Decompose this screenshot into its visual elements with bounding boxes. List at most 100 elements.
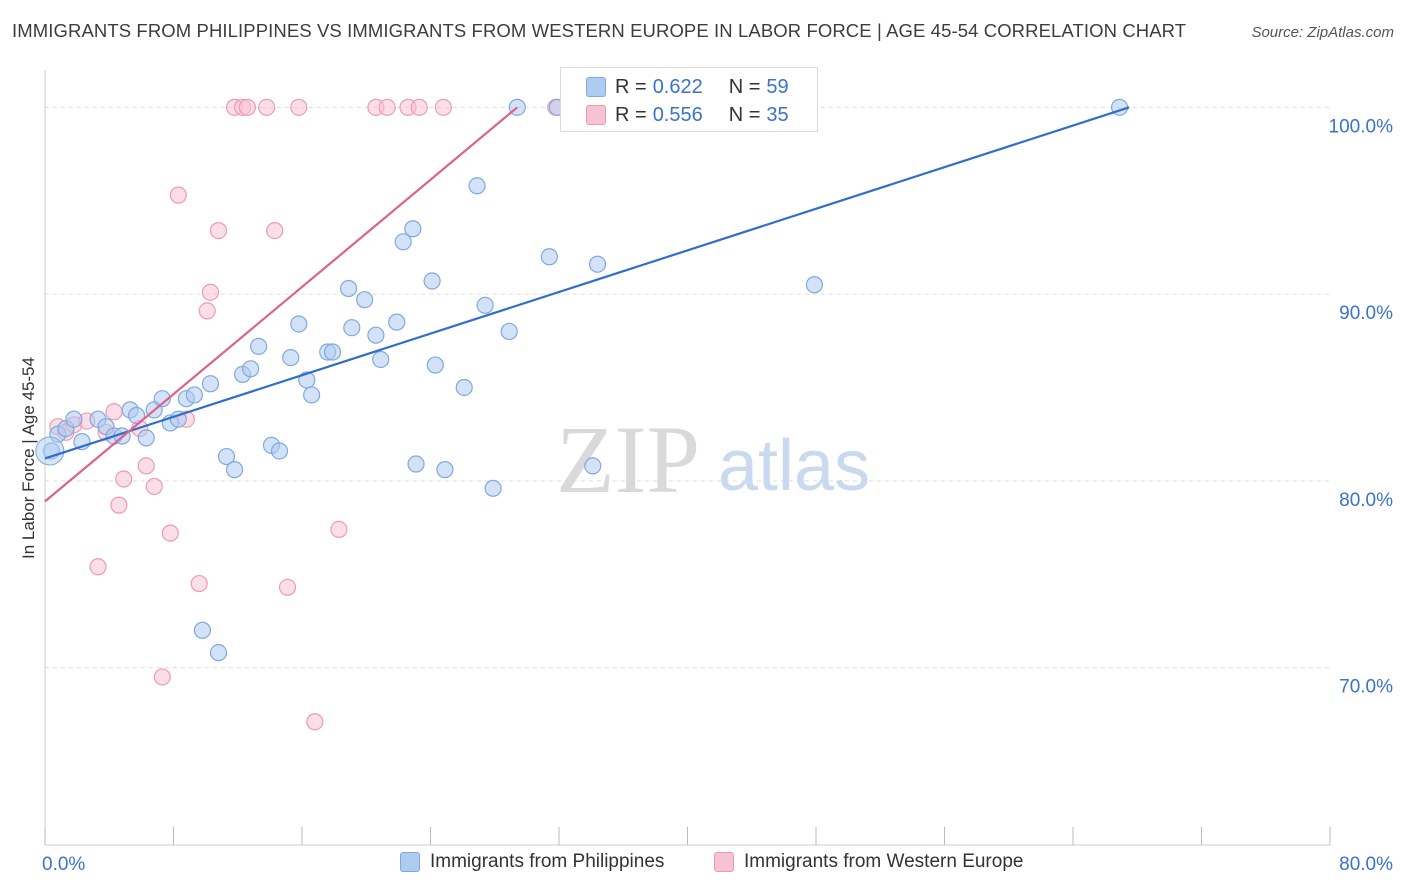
- blue-point: [65, 410, 83, 428]
- blue-point: [127, 406, 146, 425]
- y-tick-label: 70.0%: [1339, 677, 1393, 698]
- blue-point: [367, 326, 385, 344]
- blue-point: [153, 390, 171, 408]
- blue-point: [423, 272, 441, 290]
- blue-point: [282, 348, 300, 367]
- source-credit: Source: ZipAtlas.com: [1251, 24, 1394, 41]
- blue-point: [217, 447, 236, 466]
- pink-point: [153, 668, 171, 686]
- r-value-pink: 0.556: [652, 103, 703, 126]
- blue-point: [540, 248, 558, 266]
- blue-point: [584, 457, 602, 475]
- r-value-blue: 0.622: [652, 75, 703, 98]
- blue-trend-line: [44, 106, 1130, 460]
- blue-point: [225, 461, 244, 479]
- blue-point: [468, 177, 486, 195]
- pink-swatch: [586, 105, 606, 125]
- legend-label-philippines: Immigrants from Philippines: [430, 851, 665, 872]
- pink-point: [209, 222, 228, 240]
- tick-labels: 70.0% 80.0% 90.0% 100.0% 0.0% 80.0%: [42, 116, 1393, 875]
- pink-point: [137, 457, 155, 475]
- x-tick-label: 0.0%: [42, 854, 85, 875]
- pink-point: [330, 520, 348, 538]
- pink-point: [434, 98, 452, 116]
- blue-point: [242, 360, 260, 378]
- blue-point: [185, 386, 203, 404]
- blue-point: [137, 429, 155, 447]
- n-label: N =: [728, 103, 761, 126]
- pink-point: [201, 283, 220, 301]
- blue-point: [343, 319, 361, 337]
- chart-title: IMMIGRANTS FROM PHILIPPINES VS IMMIGRANT…: [12, 20, 1187, 41]
- pink-point: [161, 524, 179, 542]
- pink-point: [105, 403, 123, 421]
- legend-label-western-europe: Immigrants from Western Europe: [744, 851, 1024, 872]
- pink-point: [410, 98, 428, 116]
- pink-point: [258, 98, 276, 116]
- watermark: ZIP atlas: [556, 406, 870, 513]
- legend-item-western-europe[interactable]: Immigrants from Western Europe: [714, 851, 1023, 873]
- bottom-legend: Immigrants from Philippines Immigrants f…: [0, 851, 1406, 879]
- pink-point: [89, 558, 107, 576]
- blue-point: [35, 436, 65, 466]
- n-value-pink: 35: [766, 103, 789, 126]
- r-label: R =: [615, 75, 647, 98]
- blue-swatch: [400, 852, 420, 872]
- blue-point: [404, 220, 422, 238]
- blue-point: [407, 455, 425, 473]
- pink-point: [306, 713, 324, 731]
- pink-point: [198, 302, 216, 320]
- correlation-row-pink: R = 0.556 N = 35: [586, 101, 789, 129]
- pink-swatch: [714, 852, 734, 872]
- blue-swatch: [586, 77, 606, 97]
- blue-point: [436, 461, 454, 479]
- x-tick-label: 80.0%: [1339, 854, 1393, 875]
- pink-trend-line: [44, 106, 518, 503]
- blue-point: [303, 386, 321, 404]
- blue-point: [323, 343, 342, 361]
- n-label: N =: [728, 75, 761, 98]
- y-tick-label: 100.0%: [1329, 116, 1394, 137]
- pink-point: [190, 574, 208, 593]
- blue-point: [169, 410, 187, 428]
- correlation-row-blue: R = 0.622 N = 59: [586, 73, 789, 101]
- blue-point: [201, 375, 220, 393]
- blue-point: [193, 621, 212, 639]
- pink-point: [110, 496, 128, 514]
- r-label: R =: [615, 103, 647, 126]
- trend-lines: [44, 106, 1130, 503]
- y-tick-label: 80.0%: [1339, 490, 1393, 511]
- blue-point: [356, 291, 374, 309]
- blue-point: [455, 378, 473, 397]
- pink-point: [145, 477, 163, 496]
- blue-point: [372, 350, 390, 369]
- blue-point: [484, 479, 502, 497]
- pink-point: [278, 578, 297, 596]
- pink-point: [115, 470, 133, 488]
- blue-point: [476, 296, 494, 314]
- pink-point: [290, 98, 308, 116]
- pink-point: [266, 222, 284, 240]
- blue-point: [290, 315, 308, 333]
- blue-point: [426, 356, 444, 374]
- blue-point: [339, 279, 358, 298]
- grid-lines: [45, 106, 1330, 669]
- y-axis-label: In Labor Force | Age 45-54: [19, 357, 38, 559]
- watermark-zip: ZIP: [556, 406, 700, 513]
- blue-point: [805, 276, 823, 294]
- blue-point: [388, 313, 406, 331]
- y-tick-label: 90.0%: [1339, 303, 1393, 324]
- blue-point: [588, 255, 607, 273]
- n-value-blue: 59: [766, 75, 789, 98]
- blue-point: [270, 442, 289, 460]
- blue-point: [250, 337, 268, 355]
- blue-point: [209, 644, 228, 662]
- legend-item-philippines[interactable]: Immigrants from Philippines: [400, 851, 664, 873]
- pink-point: [169, 186, 187, 204]
- watermark-atlas: atlas: [718, 426, 870, 506]
- blue-point: [500, 322, 518, 341]
- pink-point: [238, 98, 256, 116]
- pink-point: [378, 98, 396, 116]
- correlation-legend: R = 0.622 N = 59 R = 0.556 N = 35: [560, 67, 818, 132]
